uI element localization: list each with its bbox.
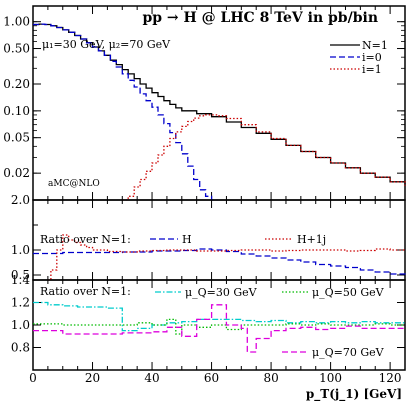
- y-tick-label: 1.4: [11, 273, 30, 287]
- series-i-0: [33, 23, 218, 201]
- legend-label: i=0: [362, 51, 382, 64]
- x-tick-label: 100: [319, 371, 342, 385]
- legend-label: μ_Q=30 GeV: [185, 286, 258, 299]
- y-tick-label: 2.0: [11, 193, 30, 207]
- y-tick-label: 0.02: [3, 166, 30, 180]
- ratio2-label: Ratio over N=1:: [40, 285, 131, 298]
- series--q-30-gev: [33, 301, 405, 332]
- plot-frame: [32, 5, 406, 201]
- y-tick-label: 0.05: [3, 131, 30, 145]
- series--q-70-gev: [33, 304, 406, 353]
- x-tick-label: 60: [204, 371, 219, 385]
- x-tick-label: 80: [263, 371, 278, 385]
- x-axis-label: p_T(j_1) [GeV]: [306, 387, 402, 401]
- generator-label: aMC@NLO: [48, 179, 100, 189]
- legend-label: i=1: [362, 63, 382, 76]
- x-tick-label: 40: [144, 371, 159, 385]
- y-tick-label: 1.0: [11, 318, 30, 332]
- chart-subtitle: μ₁=30 GeV, μ₂=70 GeV: [42, 38, 171, 51]
- legend-label: H: [182, 233, 192, 246]
- y-tick-label: 0.50: [3, 42, 30, 56]
- y-tick-label: 1.2: [11, 296, 30, 310]
- legend-label: N=1: [362, 39, 388, 52]
- y-tick-label: 0.5: [11, 268, 30, 282]
- main-panel: 0.02 0.05 0.10 0.20 0.50 1.00: [3, 5, 406, 201]
- chart-title: pp → H @ LHC 8 TeV in pb/bin: [142, 10, 378, 26]
- series--q-50-gev: [33, 318, 405, 335]
- y-tick-label: 0.20: [3, 77, 30, 91]
- y-tick-label: 0.10: [3, 104, 30, 118]
- y-tick-label: 1.00: [3, 15, 30, 29]
- legend-label: μ_Q=70 GeV: [312, 346, 385, 359]
- x-tick-label: 120: [379, 371, 402, 385]
- y-tick-label: 0.8: [11, 341, 30, 355]
- series-h-1j: [47, 234, 405, 281]
- x-tick-label: 20: [85, 371, 100, 385]
- series-n-1: [33, 23, 406, 186]
- x-tick-label: 0: [29, 371, 37, 385]
- ratio-panel-2: 0.8 1.0 1.2 1.4 0 20 40 60 80 100 120: [11, 273, 406, 385]
- ratio1-label: Ratio over N=1:: [40, 233, 131, 246]
- legend-label: H+1j: [297, 233, 326, 246]
- legend-label: μ_Q=50 GeV: [312, 286, 385, 299]
- series-h: [33, 248, 406, 275]
- y-tick-label: 1.0: [11, 243, 30, 257]
- series-i-1: [122, 114, 406, 201]
